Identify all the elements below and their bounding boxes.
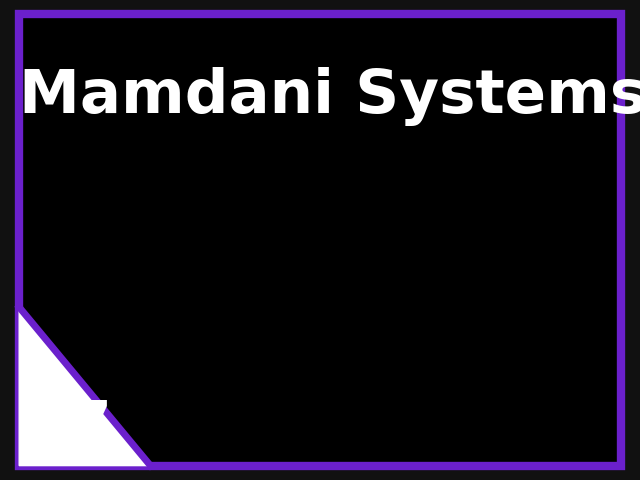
Text: Mamdani Systems: Mamdani Systems	[19, 67, 640, 125]
Text: 17: 17	[35, 398, 112, 452]
Text: y: y	[590, 428, 598, 441]
Text: y: y	[296, 428, 303, 441]
Text: μ: μ	[352, 200, 360, 213]
Text: μ: μ	[70, 200, 77, 213]
